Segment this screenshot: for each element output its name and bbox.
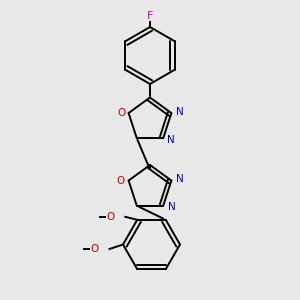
Text: N: N — [167, 135, 175, 145]
Text: O: O — [91, 244, 99, 254]
Text: O: O — [117, 108, 125, 118]
Text: F: F — [147, 11, 153, 21]
Text: O: O — [106, 212, 115, 222]
Text: N: N — [168, 202, 176, 212]
Text: N: N — [176, 174, 184, 184]
Text: N: N — [176, 106, 183, 116]
Text: O: O — [116, 176, 124, 185]
